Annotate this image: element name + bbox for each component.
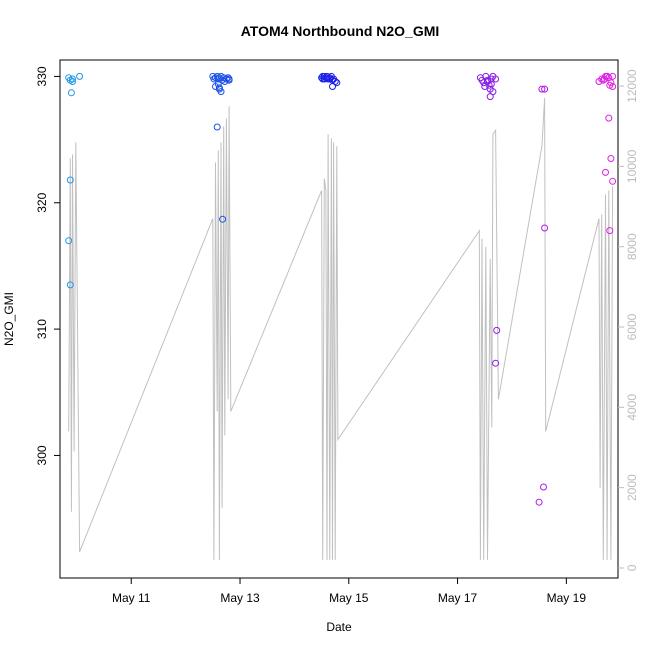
data-point xyxy=(225,76,233,84)
data-point xyxy=(492,359,500,367)
data-point xyxy=(326,75,334,83)
data-point xyxy=(492,75,500,83)
y-tick-label: 330 xyxy=(35,66,49,86)
data-point xyxy=(493,326,501,334)
data-point xyxy=(606,227,614,235)
data-point xyxy=(540,483,547,491)
y-tick-label: 310 xyxy=(35,319,49,339)
data-point xyxy=(535,498,543,506)
data-point xyxy=(319,75,327,83)
points-layer xyxy=(65,72,617,506)
data-point xyxy=(599,76,607,84)
y2-tick-label: 12000 xyxy=(625,69,639,103)
x-axis-label: Date xyxy=(326,620,352,634)
data-point xyxy=(66,281,74,289)
data-point xyxy=(607,155,615,162)
y-axis-label: N2O_GMI xyxy=(2,292,16,346)
data-point xyxy=(219,215,227,223)
data-point xyxy=(215,85,223,93)
y-axis-right: 0 2000 4000 6000 8000 10000 12000 xyxy=(618,69,639,571)
y-tick-label: 300 xyxy=(35,445,49,465)
data-point xyxy=(484,76,491,84)
data-point xyxy=(606,81,614,89)
chart-title: ATOM4 Northbound N2O_GMI xyxy=(241,23,440,39)
y2-tick-label: 10000 xyxy=(625,149,639,183)
data-point xyxy=(489,88,497,96)
y2-tick-label: 2000 xyxy=(625,474,639,501)
data-point xyxy=(69,75,76,83)
x-axis: May 11 May 13 May 15 May 17 May 19 xyxy=(112,578,586,605)
data-point xyxy=(329,83,336,90)
x-tick-label: May 19 xyxy=(547,591,587,605)
data-point xyxy=(69,78,76,85)
data-point xyxy=(602,168,609,176)
data-point xyxy=(609,72,617,80)
data-point xyxy=(333,79,341,87)
data-point xyxy=(538,85,546,93)
data-point xyxy=(221,78,229,85)
data-point xyxy=(65,237,73,245)
y2-tick-label: 0 xyxy=(625,564,639,571)
data-point xyxy=(609,177,617,185)
y2-tick-label: 4000 xyxy=(625,394,639,421)
altitude-trace-line xyxy=(68,98,614,560)
data-point xyxy=(487,80,495,88)
x-tick-label: May 11 xyxy=(112,591,151,605)
altitude-trace-layer xyxy=(68,98,614,560)
x-tick-label: May 15 xyxy=(329,591,369,605)
data-point xyxy=(605,114,613,122)
y2-tick-label: 8000 xyxy=(625,233,639,260)
y-tick-label: 320 xyxy=(35,192,49,212)
data-point xyxy=(213,123,221,131)
y-axis-left: 300 310 320 330 xyxy=(35,66,60,465)
data-point xyxy=(67,89,75,97)
data-point xyxy=(76,72,84,80)
data-point xyxy=(541,224,549,232)
x-tick-label: May 13 xyxy=(220,591,260,605)
x-tick-label: May 17 xyxy=(438,591,478,605)
data-point xyxy=(541,85,549,93)
y2-tick-label: 6000 xyxy=(625,313,639,340)
data-point xyxy=(66,176,74,184)
plot-frame xyxy=(59,59,619,579)
